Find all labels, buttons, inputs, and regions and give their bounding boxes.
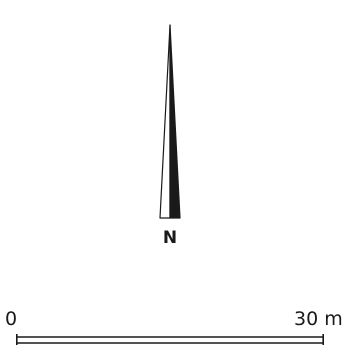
scale-bar: [16, 334, 324, 345]
north-arrow-icon: [159, 24, 181, 219]
north-arrow-light-half: [159, 24, 171, 219]
north-label: N: [162, 228, 178, 248]
scale-end-label: 30 m: [294, 308, 343, 330]
scale-start-label: 0: [5, 308, 18, 330]
north-arrow-dark-half: [169, 24, 181, 219]
